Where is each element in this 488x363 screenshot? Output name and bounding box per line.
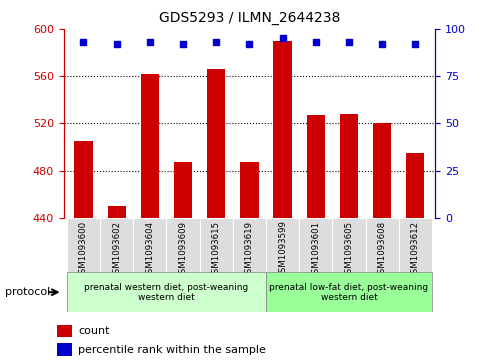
- Point: [212, 39, 220, 45]
- Bar: [240, 162, 258, 218]
- Point: [245, 41, 253, 47]
- Bar: [67, 218, 100, 272]
- Bar: [265, 272, 431, 312]
- Title: GDS5293 / ILMN_2644238: GDS5293 / ILMN_2644238: [159, 11, 339, 25]
- Text: prenatal western diet, post-weaning
western diet: prenatal western diet, post-weaning west…: [84, 282, 248, 302]
- Text: GSM1093612: GSM1093612: [410, 220, 419, 279]
- Bar: [339, 114, 357, 218]
- Text: GSM1093600: GSM1093600: [79, 220, 88, 279]
- Text: GSM1093615: GSM1093615: [211, 220, 220, 279]
- Text: count: count: [78, 326, 109, 336]
- Bar: [206, 69, 225, 218]
- Bar: [141, 74, 159, 218]
- Text: GSM1093608: GSM1093608: [377, 220, 386, 279]
- Text: GSM1093609: GSM1093609: [178, 220, 187, 278]
- Text: GSM1093601: GSM1093601: [311, 220, 320, 279]
- Text: percentile rank within the sample: percentile rank within the sample: [78, 345, 265, 355]
- Bar: [232, 218, 265, 272]
- Point: [179, 41, 186, 47]
- Bar: [174, 162, 192, 218]
- Bar: [299, 218, 332, 272]
- Bar: [67, 272, 265, 312]
- Point: [145, 39, 153, 45]
- Bar: [133, 218, 166, 272]
- Bar: [265, 218, 299, 272]
- Bar: [74, 141, 92, 218]
- Bar: [100, 218, 133, 272]
- Point: [410, 41, 418, 47]
- Bar: [273, 41, 291, 218]
- Point: [80, 39, 87, 45]
- Text: GSM1093599: GSM1093599: [278, 220, 286, 278]
- Text: GSM1093602: GSM1093602: [112, 220, 121, 279]
- Text: prenatal low-fat diet, post-weaning
western diet: prenatal low-fat diet, post-weaning west…: [269, 282, 427, 302]
- Bar: [57, 343, 72, 356]
- Bar: [406, 153, 424, 218]
- Point: [113, 41, 121, 47]
- Bar: [365, 218, 398, 272]
- Point: [377, 41, 385, 47]
- Point: [311, 39, 319, 45]
- Bar: [398, 218, 431, 272]
- Bar: [107, 206, 125, 218]
- Point: [345, 39, 352, 45]
- Text: GSM1093605: GSM1093605: [344, 220, 353, 279]
- Bar: [372, 123, 390, 218]
- Point: [278, 36, 286, 41]
- Text: GSM1093604: GSM1093604: [145, 220, 154, 279]
- Bar: [306, 115, 324, 218]
- Bar: [332, 218, 365, 272]
- Bar: [57, 325, 72, 338]
- Text: GSM1093619: GSM1093619: [244, 220, 253, 278]
- Text: protocol: protocol: [5, 287, 50, 297]
- Bar: [199, 218, 232, 272]
- Bar: [166, 218, 199, 272]
